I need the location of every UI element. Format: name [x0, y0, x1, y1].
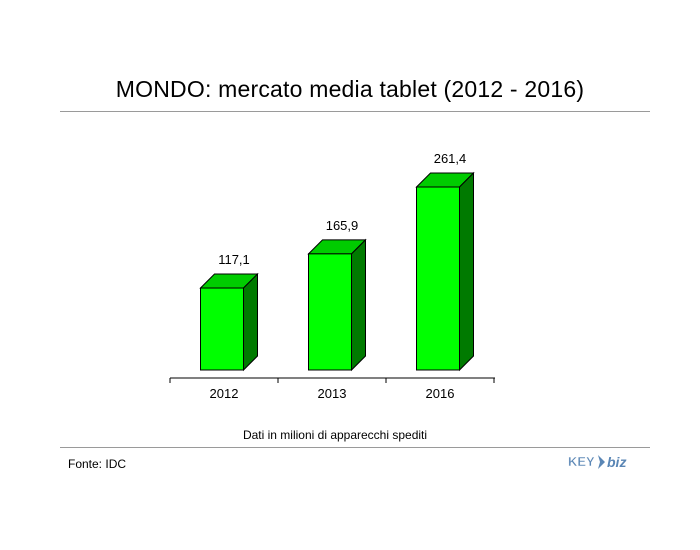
bar-2012 [199, 272, 259, 372]
source-label: Fonte: IDC [68, 457, 127, 471]
bar-front-2016 [416, 186, 460, 371]
bars-group: 117,1 165,9 261,4 [199, 151, 475, 372]
logo-text-left: KEY [568, 454, 595, 469]
data-label-2016: 261,4 [434, 151, 467, 166]
chart-title: MONDO: mercato media tablet (2012 - 2016… [115, 76, 585, 102]
logo-arrow-icon [598, 455, 605, 469]
bar-side-2016 [459, 171, 474, 372]
x-tick-label-2012: 2012 [210, 386, 239, 401]
bar-side-2013 [351, 238, 366, 372]
bar-2013 [307, 238, 367, 372]
data-label-2013: 165,9 [326, 218, 359, 233]
x-tick-label-2016: 2016 [426, 386, 455, 401]
x-ticks-group: 2012 2013 2016 [169, 378, 495, 401]
bar-side-2012 [243, 272, 258, 372]
x-tick-label-2013: 2013 [318, 386, 347, 401]
logo-text-right: biz [607, 454, 626, 470]
data-label-2012: 117,1 [218, 252, 250, 267]
footer-divider [60, 447, 650, 448]
key4biz-logo: KEY biz [568, 454, 627, 470]
title-divider [60, 111, 650, 112]
bar-front-2013 [308, 253, 352, 371]
bar-2016 [415, 171, 475, 372]
bar-front-2012 [200, 287, 244, 371]
chart-note: Dati in milioni di apparecchi spediti [242, 428, 428, 442]
